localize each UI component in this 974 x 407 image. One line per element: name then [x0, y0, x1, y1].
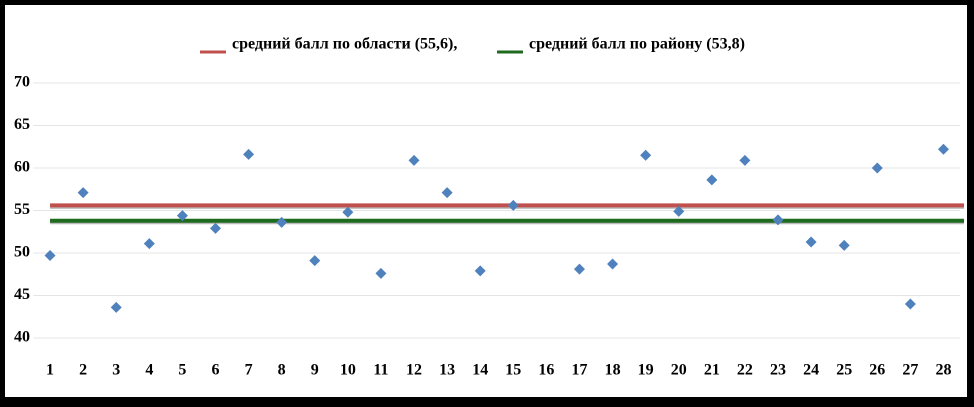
point [640, 149, 652, 161]
point [706, 174, 718, 186]
chart-area [5, 5, 967, 397]
point [871, 162, 883, 174]
x-tick-label: 19 [638, 362, 654, 379]
point [408, 154, 420, 166]
y-tick-label: 45 [14, 286, 30, 303]
x-tick-label: 16 [538, 362, 554, 379]
x-tick-label: 13 [439, 362, 455, 379]
y-tick-label: 70 [14, 74, 30, 91]
point [110, 301, 122, 313]
point [474, 265, 486, 277]
x-tick-label: 7 [245, 362, 253, 379]
point [44, 250, 56, 262]
y-tick-label: 60 [14, 159, 30, 176]
x-tick-label: 2 [79, 362, 87, 379]
x-tick-label: 10 [340, 362, 356, 379]
x-tick-label: 23 [770, 362, 786, 379]
x-tick-label: 5 [178, 362, 186, 379]
x-tick-label: 14 [472, 362, 488, 379]
point [607, 258, 619, 270]
point [243, 148, 255, 160]
point [772, 214, 784, 226]
point [739, 154, 751, 166]
x-tick-label: 1 [46, 362, 54, 379]
x-tick-label: 28 [935, 362, 951, 379]
x-tick-label: 6 [211, 362, 219, 379]
point [143, 238, 155, 250]
x-tick-label: 21 [704, 362, 720, 379]
y-tick-label: 40 [14, 329, 30, 346]
legend-label: средний балл по области (55,6), [232, 36, 457, 53]
y-tick-label: 55 [14, 201, 30, 218]
point [904, 298, 916, 310]
point [209, 222, 221, 234]
x-tick-label: 8 [278, 362, 286, 379]
x-tick-label: 9 [311, 362, 319, 379]
y-tick-label: 50 [14, 244, 30, 261]
x-tick-label: 20 [671, 362, 687, 379]
x-tick-label: 12 [406, 362, 422, 379]
x-tick-label: 18 [605, 362, 621, 379]
point [805, 236, 817, 248]
x-tick-label: 17 [571, 362, 587, 379]
x-tick-label: 15 [505, 362, 521, 379]
point [937, 143, 949, 155]
point [342, 206, 354, 218]
point [441, 187, 453, 199]
point [573, 263, 585, 275]
point [309, 255, 321, 267]
x-tick-label: 3 [112, 362, 120, 379]
x-tick-label: 26 [869, 362, 885, 379]
x-tick-label: 24 [803, 362, 819, 379]
point [276, 216, 288, 228]
legend-label: средний балл по району (53,8) [529, 36, 745, 53]
point [176, 210, 188, 222]
point [77, 187, 89, 199]
y-tick-label: 65 [14, 116, 30, 133]
point [673, 205, 685, 217]
point [375, 267, 387, 279]
point [838, 239, 850, 251]
x-tick-label: 11 [373, 362, 388, 379]
x-tick-label: 25 [836, 362, 852, 379]
point [507, 199, 519, 211]
x-tick-label: 4 [145, 362, 153, 379]
x-tick-label: 27 [902, 362, 918, 379]
x-tick-label: 22 [737, 362, 753, 379]
